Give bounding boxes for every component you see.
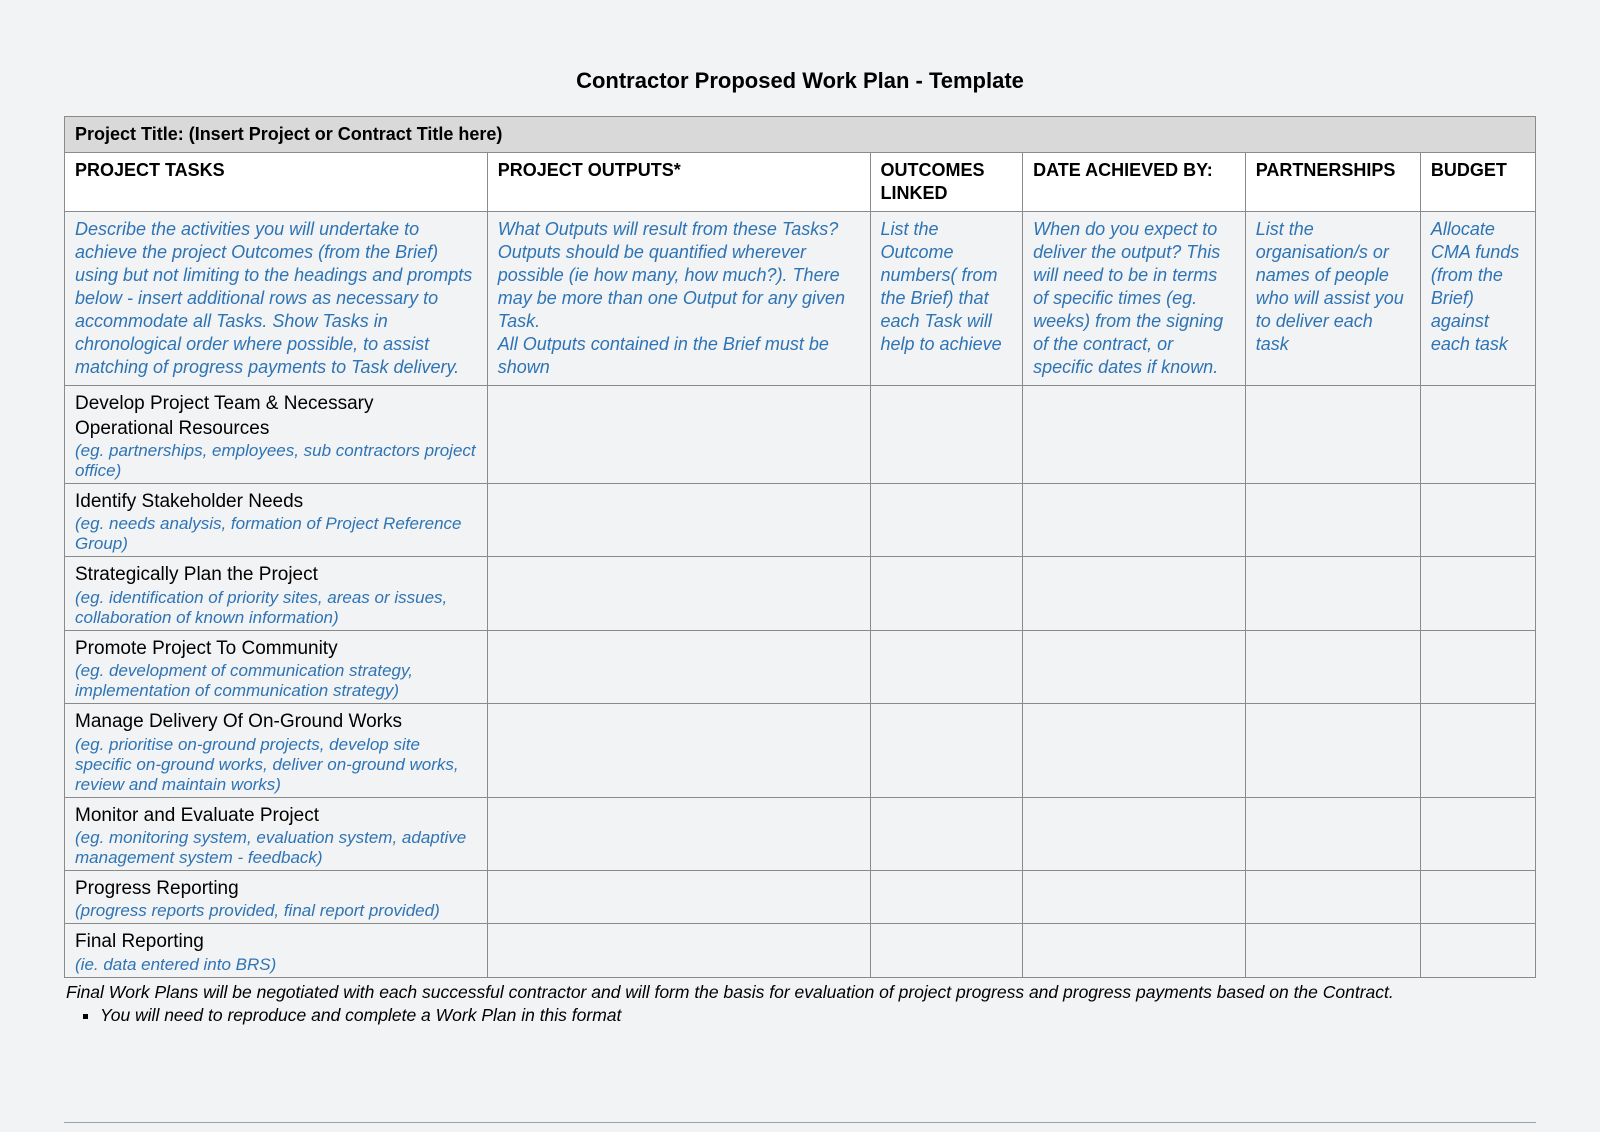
instruction-row: Describe the activities you will underta… <box>65 212 1536 386</box>
empty-cell <box>1245 797 1420 870</box>
empty-cell <box>1245 557 1420 630</box>
page-title: Contractor Proposed Work Plan - Template <box>64 68 1536 94</box>
instruction-outputs: What Outputs will result from these Task… <box>487 212 870 386</box>
empty-cell <box>1420 557 1535 630</box>
empty-cell <box>870 797 1023 870</box>
empty-cell <box>1420 797 1535 870</box>
empty-cell <box>487 797 870 870</box>
empty-cell <box>1245 704 1420 797</box>
foot-bullet-list: You will need to reproduce and complete … <box>78 1005 1536 1026</box>
empty-cell <box>1023 484 1246 557</box>
instruction-partnerships: List the organisation/s or names of peop… <box>1245 212 1420 386</box>
table-row: Final Reporting(ie. data entered into BR… <box>65 924 1536 977</box>
task-hint: (eg. identification of priority sites, a… <box>75 588 477 628</box>
page: Contractor Proposed Work Plan - Template… <box>0 0 1600 1132</box>
task-hint: (eg. needs analysis, formation of Projec… <box>75 514 477 554</box>
task-hint: (ie. data entered into BRS) <box>75 955 477 975</box>
empty-cell <box>870 557 1023 630</box>
task-cell: Identify Stakeholder Needs(eg. needs ana… <box>65 484 488 557</box>
task-title: Final Reporting <box>75 930 477 954</box>
task-cell: Final Reporting(ie. data entered into BR… <box>65 924 488 977</box>
task-title: Develop Project Team & Necessary Operati… <box>75 392 477 441</box>
instruction-outcomes: List the Outcome numbers( from the Brief… <box>870 212 1023 386</box>
instruction-budget: Allocate CMA funds (from the Brief) agai… <box>1420 212 1535 386</box>
foot-bullet: You will need to reproduce and complete … <box>100 1005 1536 1026</box>
empty-cell <box>1420 924 1535 977</box>
workplan-table: Project Title: (Insert Project or Contra… <box>64 116 1536 978</box>
col-header-outputs: PROJECT OUTPUTS* <box>487 153 870 212</box>
table-row: Manage Delivery Of On-Ground Works(eg. p… <box>65 704 1536 797</box>
empty-cell <box>1420 871 1535 924</box>
project-title-row: Project Title: (Insert Project or Contra… <box>65 117 1536 153</box>
col-header-outcomes: OUTCOMES LINKED <box>870 153 1023 212</box>
instruction-tasks: Describe the activities you will underta… <box>65 212 488 386</box>
empty-cell <box>870 386 1023 484</box>
instruction-date: When do you expect to deliver the output… <box>1023 212 1246 386</box>
empty-cell <box>1420 386 1535 484</box>
task-hint: (eg. prioritise on-ground projects, deve… <box>75 735 477 795</box>
footer-separator <box>64 1122 1536 1123</box>
task-hint: (progress reports provided, final report… <box>75 901 477 921</box>
task-cell: Manage Delivery Of On-Ground Works(eg. p… <box>65 704 488 797</box>
empty-cell <box>487 871 870 924</box>
task-cell: Promote Project To Community(eg. develop… <box>65 630 488 703</box>
empty-cell <box>1245 630 1420 703</box>
task-hint: (eg. partnerships, employees, sub contra… <box>75 441 477 481</box>
table-row: Promote Project To Community(eg. develop… <box>65 630 1536 703</box>
empty-cell <box>870 484 1023 557</box>
project-title-label: Project Title: (Insert Project or Contra… <box>65 117 1536 153</box>
empty-cell <box>1245 871 1420 924</box>
empty-cell <box>1023 871 1246 924</box>
empty-cell <box>1023 924 1246 977</box>
task-title: Manage Delivery Of On-Ground Works <box>75 710 477 734</box>
empty-cell <box>487 484 870 557</box>
empty-cell <box>1023 704 1246 797</box>
task-hint: (eg. development of communication strate… <box>75 661 477 701</box>
col-header-budget: BUDGET <box>1420 153 1535 212</box>
footnote: Final Work Plans will be negotiated with… <box>66 982 1536 1003</box>
empty-cell <box>1023 797 1246 870</box>
empty-cell <box>1420 704 1535 797</box>
task-hint: (eg. monitoring system, evaluation syste… <box>75 828 477 868</box>
task-cell: Progress Reporting(progress reports prov… <box>65 871 488 924</box>
table-row: Strategically Plan the Project(eg. ident… <box>65 557 1536 630</box>
empty-cell <box>870 924 1023 977</box>
table-row: Monitor and Evaluate Project(eg. monitor… <box>65 797 1536 870</box>
task-cell: Develop Project Team & Necessary Operati… <box>65 386 488 484</box>
task-title: Progress Reporting <box>75 877 477 901</box>
col-header-tasks: PROJECT TASKS <box>65 153 488 212</box>
empty-cell <box>487 924 870 977</box>
col-header-date: DATE ACHIEVED BY: <box>1023 153 1246 212</box>
empty-cell <box>870 871 1023 924</box>
empty-cell <box>487 630 870 703</box>
empty-cell <box>870 630 1023 703</box>
task-title: Promote Project To Community <box>75 637 477 661</box>
empty-cell <box>487 386 870 484</box>
task-title: Identify Stakeholder Needs <box>75 490 477 514</box>
table-row: Develop Project Team & Necessary Operati… <box>65 386 1536 484</box>
empty-cell <box>487 557 870 630</box>
task-title: Monitor and Evaluate Project <box>75 804 477 828</box>
empty-cell <box>487 704 870 797</box>
empty-cell <box>1023 386 1246 484</box>
table-row: Identify Stakeholder Needs(eg. needs ana… <box>65 484 1536 557</box>
empty-cell <box>1023 557 1246 630</box>
empty-cell <box>1245 484 1420 557</box>
empty-cell <box>870 704 1023 797</box>
empty-cell <box>1245 924 1420 977</box>
task-cell: Strategically Plan the Project(eg. ident… <box>65 557 488 630</box>
task-title: Strategically Plan the Project <box>75 563 477 587</box>
empty-cell <box>1420 484 1535 557</box>
empty-cell <box>1023 630 1246 703</box>
table-row: Progress Reporting(progress reports prov… <box>65 871 1536 924</box>
col-header-partnerships: PARTNERSHIPS <box>1245 153 1420 212</box>
column-header-row: PROJECT TASKS PROJECT OUTPUTS* OUTCOMES … <box>65 153 1536 212</box>
empty-cell <box>1420 630 1535 703</box>
task-cell: Monitor and Evaluate Project(eg. monitor… <box>65 797 488 870</box>
empty-cell <box>1245 386 1420 484</box>
